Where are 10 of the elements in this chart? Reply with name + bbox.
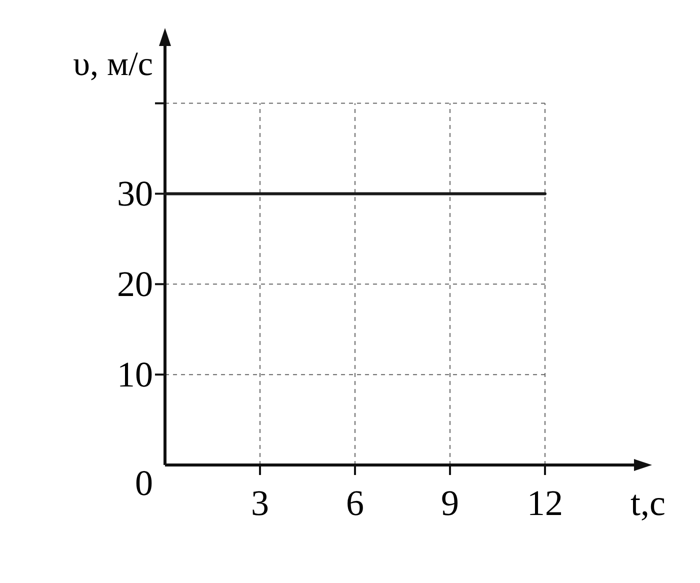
y-axis-title: υ, м/с [73,46,153,83]
x-tick-label: 12 [527,483,563,523]
y-tick-label: 0 [135,463,153,503]
y-tick-label: 30 [117,174,153,214]
x-tick-label: 3 [251,483,269,523]
y-tick-label: 10 [117,354,153,395]
x-axis-title: t,с [630,483,666,523]
y-tick-label: 20 [117,264,153,304]
x-tick-label: 6 [346,483,364,523]
x-tick-label: 9 [441,483,459,523]
